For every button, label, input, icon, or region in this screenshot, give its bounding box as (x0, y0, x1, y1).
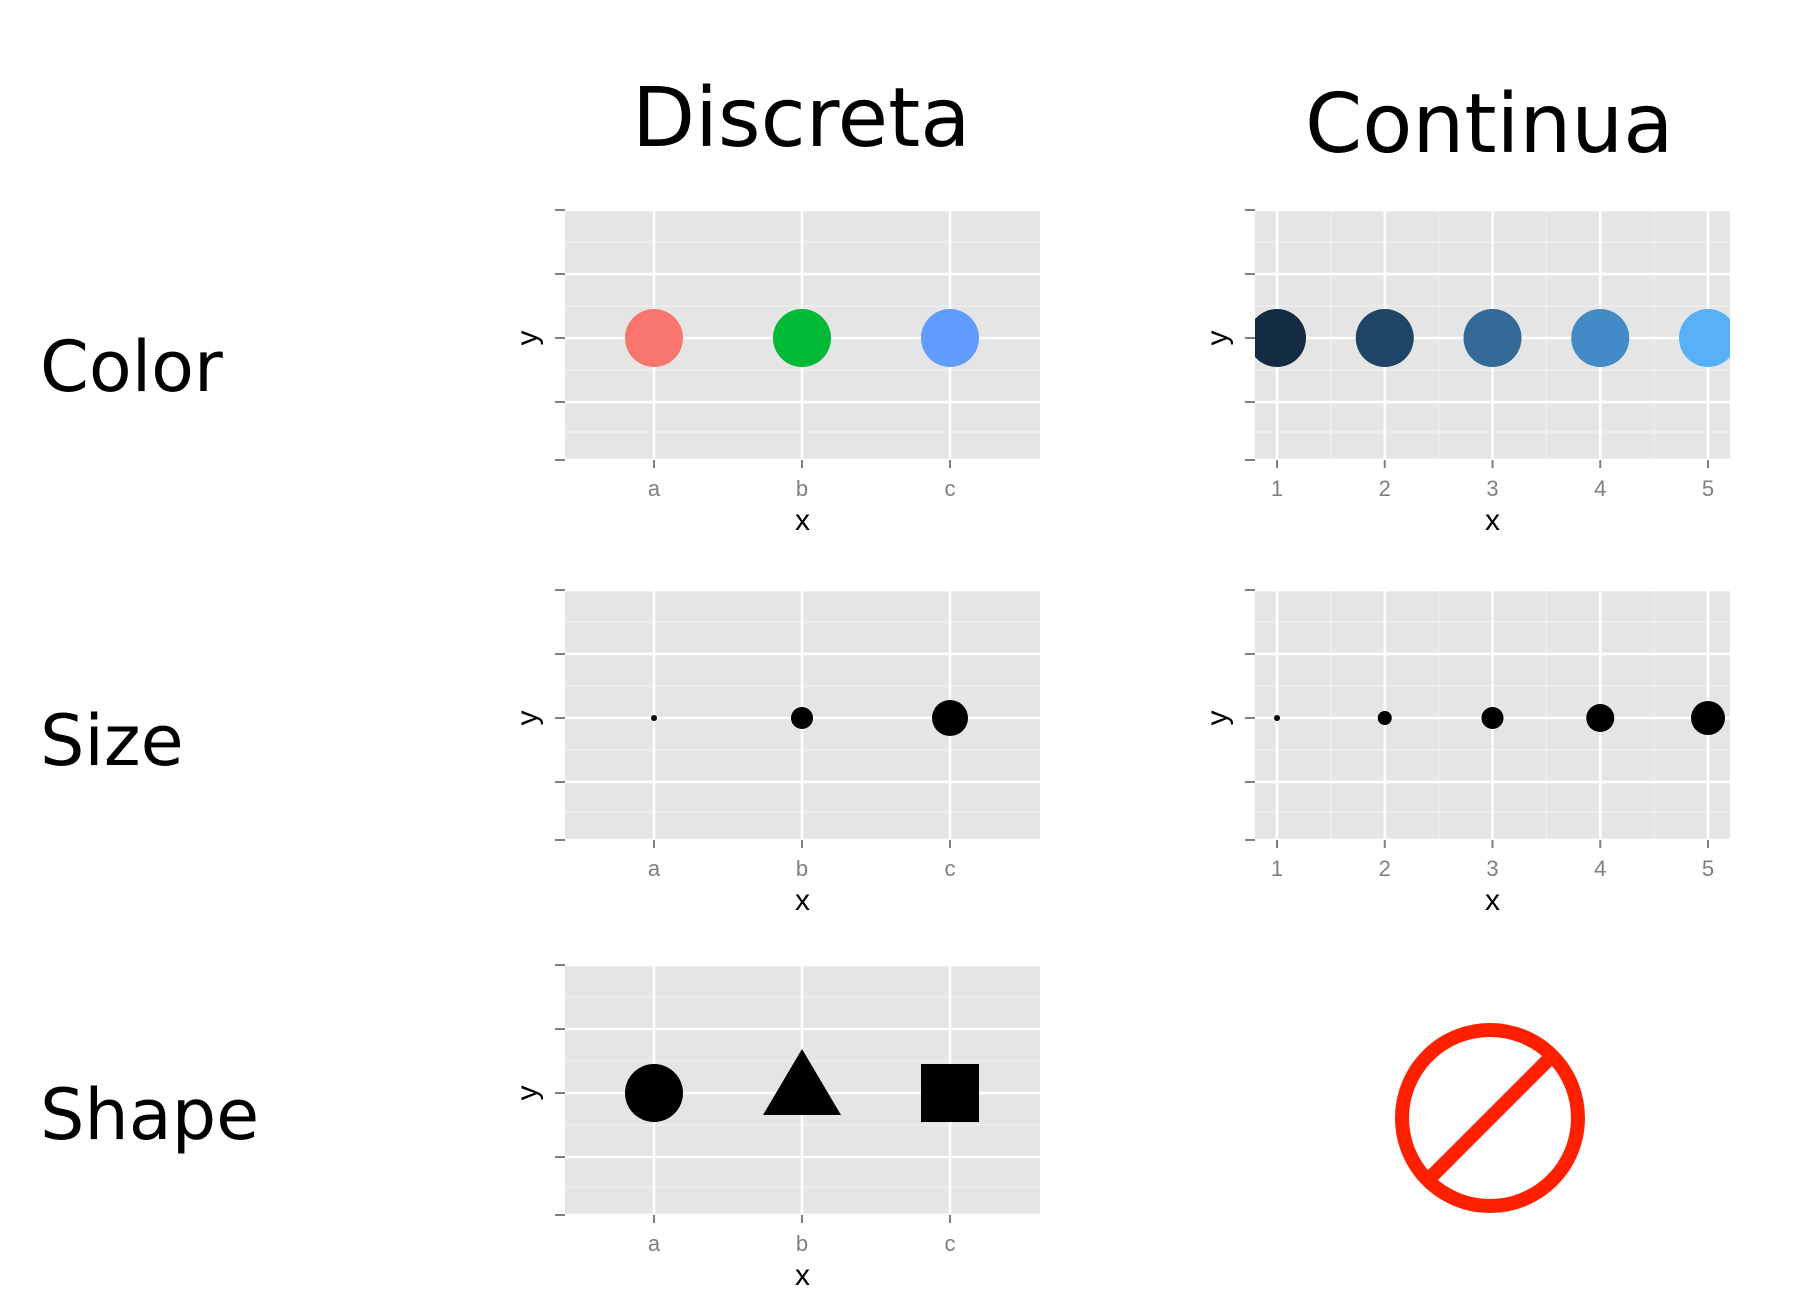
x-tick-label: c (945, 856, 956, 881)
data-point (625, 309, 683, 367)
x-tick-label: 2 (1379, 856, 1391, 881)
data-point (1463, 309, 1522, 367)
data-point-square (921, 1064, 979, 1122)
shape-discrete-chart: a b c x y (511, 963, 1040, 1292)
points-layer (651, 700, 968, 736)
x-tick-label: 1 (1271, 476, 1283, 501)
data-point (651, 715, 657, 721)
x-tick-label: a (648, 856, 661, 881)
data-point (1255, 309, 1306, 367)
y-axis-title: y (511, 711, 544, 726)
x-axis-title: x (795, 884, 810, 917)
y-axis-title: y (1201, 331, 1234, 346)
x-tick-label: 4 (1594, 476, 1606, 501)
x-axis-title: x (795, 504, 810, 537)
x-tick-label: 5 (1702, 856, 1714, 881)
points-layer (625, 1049, 979, 1122)
data-point (773, 309, 831, 367)
x-tick-label: c (945, 1231, 956, 1256)
x-tick-label: c (945, 476, 956, 501)
data-point (1679, 309, 1730, 367)
x-tick-label: b (796, 476, 808, 501)
color-continuous-chart: 1 2 3 4 5 x y (1201, 208, 1730, 537)
size-discrete-chart: a b c x y (511, 588, 1040, 917)
size-continuous-chart: 1 2 3 4 5 x y (1201, 588, 1730, 917)
data-point (791, 707, 813, 729)
data-point (1274, 715, 1280, 721)
column-title-continuous: Continua (1305, 77, 1674, 172)
row-label-size: Size (40, 700, 184, 782)
x-tick-label: a (648, 476, 661, 501)
data-point (932, 700, 968, 736)
x-tick-label: 1 (1271, 856, 1283, 881)
y-axis-title: y (1201, 711, 1234, 726)
y-axis-title: y (511, 1086, 544, 1101)
data-point (1481, 707, 1504, 729)
row-label-color: Color (40, 326, 223, 408)
points-layer (1255, 309, 1730, 367)
prohibited-icon-bar (1423, 1051, 1557, 1185)
x-axis-title: x (795, 1259, 810, 1292)
data-point (1377, 711, 1392, 725)
x-axis-title: x (1485, 884, 1500, 917)
x-tick-label: b (796, 856, 808, 881)
prohibited-icon (1395, 1023, 1585, 1213)
x-tick-label: 5 (1702, 476, 1714, 501)
x-tick-label: 2 (1379, 476, 1391, 501)
data-point-triangle (763, 1049, 841, 1115)
data-point (1691, 701, 1725, 735)
x-tick-label: b (796, 1231, 808, 1256)
data-point (1586, 704, 1615, 732)
column-title-discrete: Discreta (632, 71, 971, 166)
data-point (1571, 309, 1630, 367)
points-layer (1274, 701, 1725, 735)
x-tick-label: 3 (1486, 856, 1498, 881)
x-axis-title: x (1485, 504, 1500, 537)
points-layer (625, 309, 979, 367)
data-point (625, 1064, 683, 1122)
x-tick-label: 3 (1486, 476, 1498, 501)
x-tick-label: a (648, 1231, 661, 1256)
data-point (1355, 309, 1414, 367)
data-point (921, 309, 979, 367)
y-axis-title: y (511, 331, 544, 346)
prohibited-icon-ring (1395, 1023, 1585, 1213)
color-discrete-chart: a b c x y (511, 208, 1040, 537)
x-tick-label: 4 (1594, 856, 1606, 881)
row-label-shape: Shape (40, 1074, 260, 1156)
